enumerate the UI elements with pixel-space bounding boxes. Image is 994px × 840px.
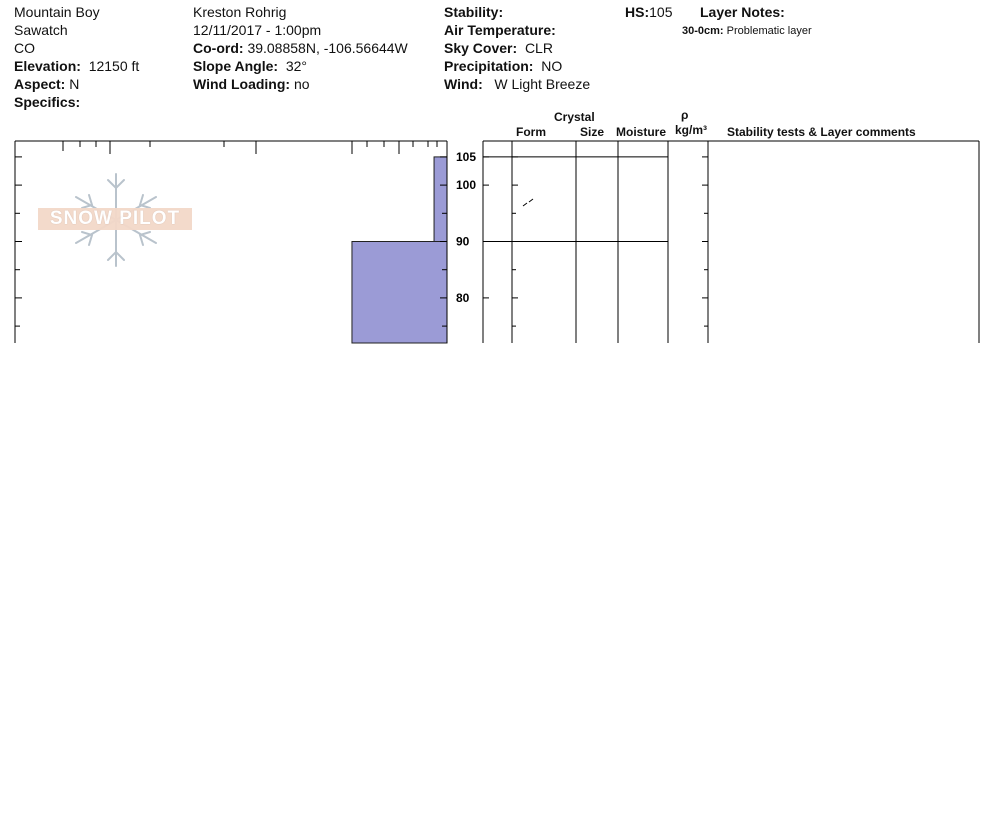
crystal-header: Crystal — [554, 110, 595, 124]
depth-tick-label: 105 — [456, 150, 476, 164]
layer-note: 30-0cm: Problematic layer — [682, 22, 812, 40]
sky-row: Sky Cover: CLR — [444, 39, 553, 57]
precip-row: Precipitation: NO — [444, 57, 562, 75]
wind-loading-row: Wind Loading: no — [193, 75, 310, 93]
slope-row: Slope Angle: 32° — [193, 57, 307, 75]
hs-label: HS: — [625, 4, 650, 20]
slope-label: Slope Angle: — [193, 58, 279, 74]
observer-name: Kreston Rohrig — [193, 4, 287, 20]
precip-value: NO — [541, 58, 563, 74]
rho-header: ρ — [681, 108, 689, 122]
snowpilot-logo: SNOW PILOT — [38, 172, 198, 268]
depth-tick-label: 90 — [456, 235, 470, 249]
layer-note-depth: 30-0cm: — [682, 25, 724, 37]
observation-datetime: 12/11/2017 - 1:00pm — [193, 22, 322, 38]
coord-row: Co-ord: 39.08858N, -106.56644W — [193, 39, 408, 57]
aspect-label: Aspect: — [14, 76, 66, 92]
hs-row: HS:105 — [625, 3, 672, 21]
coord-label: Co-ord: — [193, 40, 244, 56]
wind-row: Wind: W Light Breeze — [444, 75, 590, 93]
coord-value: 39.08858N, -106.56644W — [247, 40, 408, 56]
elevation-row: Elevation: 12150 ft — [14, 57, 139, 75]
specifics-label: Specifics: — [14, 94, 81, 110]
decomposing-fragments-icon — [522, 198, 534, 207]
elevation-value: 12150 ft — [88, 58, 140, 74]
stability-tests-header: Stability tests & Layer comments — [727, 125, 916, 139]
wind-loading-value: no — [293, 76, 310, 92]
mountain-range: Sawatch — [14, 22, 68, 38]
location-name: Mountain Boy — [14, 4, 100, 20]
form-header: Form — [516, 125, 546, 139]
wind-loading-label: Wind Loading: — [193, 76, 291, 92]
depth-tick-label: 100 — [456, 178, 476, 192]
stability-row: Stability: — [444, 3, 503, 21]
hardness-bar — [433, 156, 448, 242]
wind-value: W Light Breeze — [494, 76, 591, 92]
hardness-bar — [351, 241, 448, 344]
air-temp-row: Air Temperature: — [444, 21, 556, 39]
stability-label: Stability: — [444, 4, 504, 20]
layer-note-text: Problematic layer — [726, 25, 812, 37]
hs-value: 105 — [649, 4, 673, 20]
aspect-value: N — [69, 76, 80, 92]
air-temp-label: Air Temperature: — [444, 22, 556, 38]
depth-tick-label: 80 — [456, 291, 470, 305]
state: CO — [14, 40, 35, 56]
elevation-label: Elevation: — [14, 58, 81, 74]
slope-value: 32° — [285, 58, 307, 74]
moisture-header: Moisture — [616, 125, 667, 139]
aspect-row: Aspect: N — [14, 75, 79, 93]
layer-notes-label: Layer Notes: — [700, 4, 785, 20]
specifics-row: Specifics: — [14, 93, 80, 111]
layer-notes-row: Layer Notes: — [700, 3, 785, 21]
wind-label: Wind: — [444, 76, 483, 92]
density-unit-header: kg/m³ — [675, 123, 708, 137]
size-header: Size — [580, 125, 605, 139]
snowpilot-logo-text: SNOW PILOT — [38, 208, 192, 230]
sky-value: CLR — [524, 40, 553, 56]
precip-label: Precipitation: — [444, 58, 534, 74]
sky-label: Sky Cover: — [444, 40, 518, 56]
